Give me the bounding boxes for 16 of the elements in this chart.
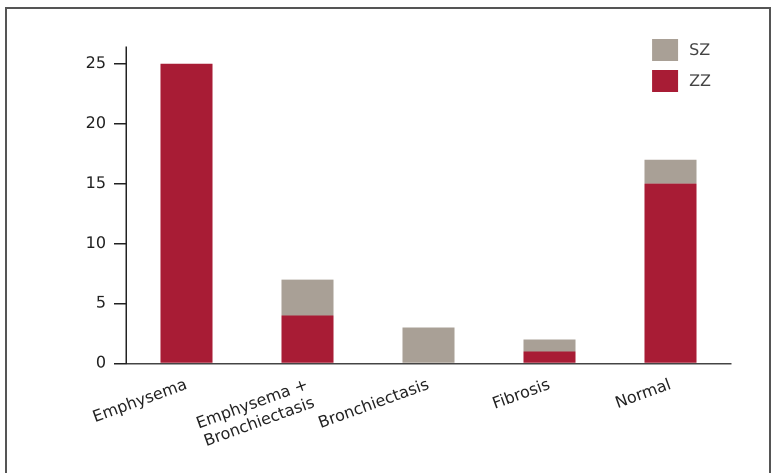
bar bbox=[523, 352, 576, 363]
y-tick-label: 10 bbox=[86, 232, 106, 252]
bar bbox=[160, 64, 213, 363]
bar bbox=[281, 280, 334, 316]
bar bbox=[523, 340, 576, 352]
bar bbox=[644, 184, 697, 363]
y-tick-label: 0 bbox=[96, 352, 106, 372]
y-tick-label: 25 bbox=[86, 52, 106, 72]
y-tick-label: 15 bbox=[86, 172, 106, 192]
y-tick-label: 5 bbox=[96, 292, 106, 312]
bar bbox=[402, 328, 455, 363]
y-tick-label: 20 bbox=[86, 112, 106, 132]
legend-label: SZ bbox=[689, 40, 710, 60]
legend-label: ZZ bbox=[689, 71, 712, 90]
bar bbox=[281, 316, 334, 363]
bar bbox=[644, 160, 697, 184]
